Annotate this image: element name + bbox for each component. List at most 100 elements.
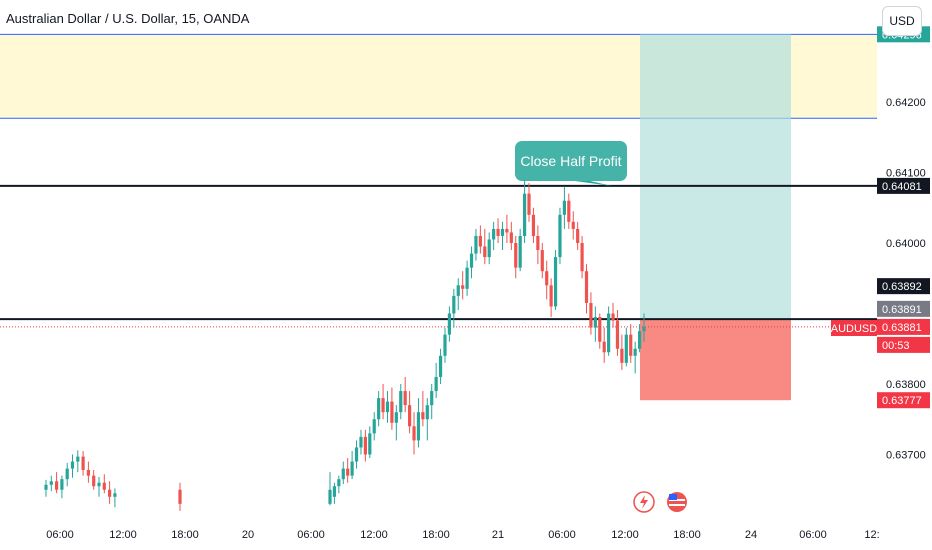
price-tick-label: 0.63700 [886, 450, 926, 462]
time-tick-label: 06:00 [548, 529, 576, 541]
candle-body [113, 493, 117, 497]
horizontal-lines[interactable] [0, 184, 877, 328]
candle-body [447, 313, 452, 335]
time-tick-label: 18:00 [422, 529, 450, 541]
price-label-box [877, 392, 930, 409]
candle-body [408, 405, 412, 427]
price-label-text: 0.63892 [882, 281, 922, 293]
candle-body [487, 239, 491, 258]
candle-body [624, 334, 628, 363]
chart-title: Australian Dollar / U.S. Dollar, 15, OAN… [6, 11, 250, 26]
price-label-text: 00:53 [882, 340, 910, 352]
candle-body [571, 221, 575, 229]
time-axis[interactable]: 06:00 12:00 18:00 20 06:00 12:00 18:00 21 06:00 1… [46, 529, 879, 541]
candle-body [416, 412, 421, 441]
candle-body [92, 475, 96, 487]
candle-body [492, 228, 496, 240]
candle-body [443, 334, 447, 356]
candle-body [558, 214, 562, 258]
time-axis-bg[interactable] [0, 520, 932, 550]
price-label-box [877, 177, 930, 194]
candle-body [522, 193, 527, 236]
candle-body [602, 341, 606, 353]
candle-body [562, 200, 566, 215]
candle-body [553, 257, 558, 307]
candle-body [425, 405, 429, 420]
candle-body [629, 334, 633, 356]
candle-body [332, 486, 337, 497]
candle-body [496, 228, 500, 236]
candle-body [500, 228, 505, 236]
candle-body [536, 235, 540, 251]
candle-body [607, 313, 611, 353]
candle-body [394, 412, 398, 423]
candle-body [589, 302, 593, 328]
candle-body [545, 271, 549, 286]
stop-zone[interactable] [640, 319, 791, 401]
us-flag-canton [669, 494, 677, 500]
candle-body [540, 250, 544, 272]
candle-body [368, 433, 372, 455]
us-flag-stripe-2 [669, 504, 685, 506]
candle-body [108, 489, 112, 497]
candle-body [474, 235, 478, 254]
candle-body [584, 271, 589, 303]
candle-body [337, 479, 341, 487]
candle-body [44, 484, 48, 490]
time-tick-label: 06:00 [799, 529, 827, 541]
price-tick-label: 0.64200 [886, 97, 926, 109]
price-label-box [877, 336, 930, 353]
price-axis[interactable]: 0.64200 0.64100 0.64000 0.63800 0.63700 [886, 97, 926, 462]
time-tick-label: 06:00 [46, 529, 74, 541]
price-label-text: 0.63881 [882, 322, 922, 334]
time-tick-label: 12:00 [360, 529, 388, 541]
time-tick-label: 18:00 [171, 529, 199, 541]
candle-body [469, 253, 474, 268]
candle-body [346, 468, 350, 476]
candle-body [55, 481, 59, 490]
candle-body [611, 313, 615, 321]
candle-body [434, 376, 438, 392]
price-label-text: 0.64081 [882, 181, 922, 193]
candle-body [527, 193, 531, 215]
callout-tail [575, 181, 612, 186]
candle-body [598, 317, 602, 342]
price-label-text: 0.63777 [882, 395, 922, 407]
time-tick-label: 21 [492, 529, 504, 541]
candle-body [642, 326, 646, 332]
candle-body [514, 243, 518, 268]
price-labels: 0.642960.640810.638920.638910.6388100:53… [877, 26, 930, 409]
symbol-tag: AUDUSD [831, 320, 877, 336]
candle-body [567, 200, 571, 222]
candle-body [580, 243, 584, 272]
candle-body [354, 447, 359, 462]
candle-body [363, 436, 367, 455]
candle-body [372, 419, 376, 434]
candle-body [637, 331, 642, 349]
callout-text: Close Half Profit [520, 153, 621, 169]
candle-body [509, 232, 513, 243]
candle-body [438, 355, 443, 377]
price-axis-bg[interactable] [877, 0, 932, 520]
candle-body [86, 470, 90, 476]
target-zone[interactable] [640, 34, 791, 320]
callout-group[interactable]: Close Half Profit [515, 141, 627, 186]
candle-body [465, 267, 469, 289]
candle-body [328, 489, 332, 504]
price-tick-label: 0.64100 [886, 168, 926, 180]
currency-button[interactable]: USD [882, 6, 922, 36]
price-tick-label: 0.63800 [886, 379, 926, 391]
candle-body [483, 246, 487, 258]
candle-body [178, 489, 182, 504]
candle-body [478, 235, 482, 247]
candle-body [359, 436, 363, 448]
event-icons[interactable] [633, 491, 687, 513]
price-label-text: 0.63891 [882, 304, 922, 316]
price-label-box [877, 278, 930, 295]
candle-body [615, 320, 620, 349]
callout-box[interactable] [515, 141, 627, 181]
candle-body [341, 468, 345, 480]
candle-body [60, 479, 64, 490]
drawing-zones [0, 33, 877, 401]
